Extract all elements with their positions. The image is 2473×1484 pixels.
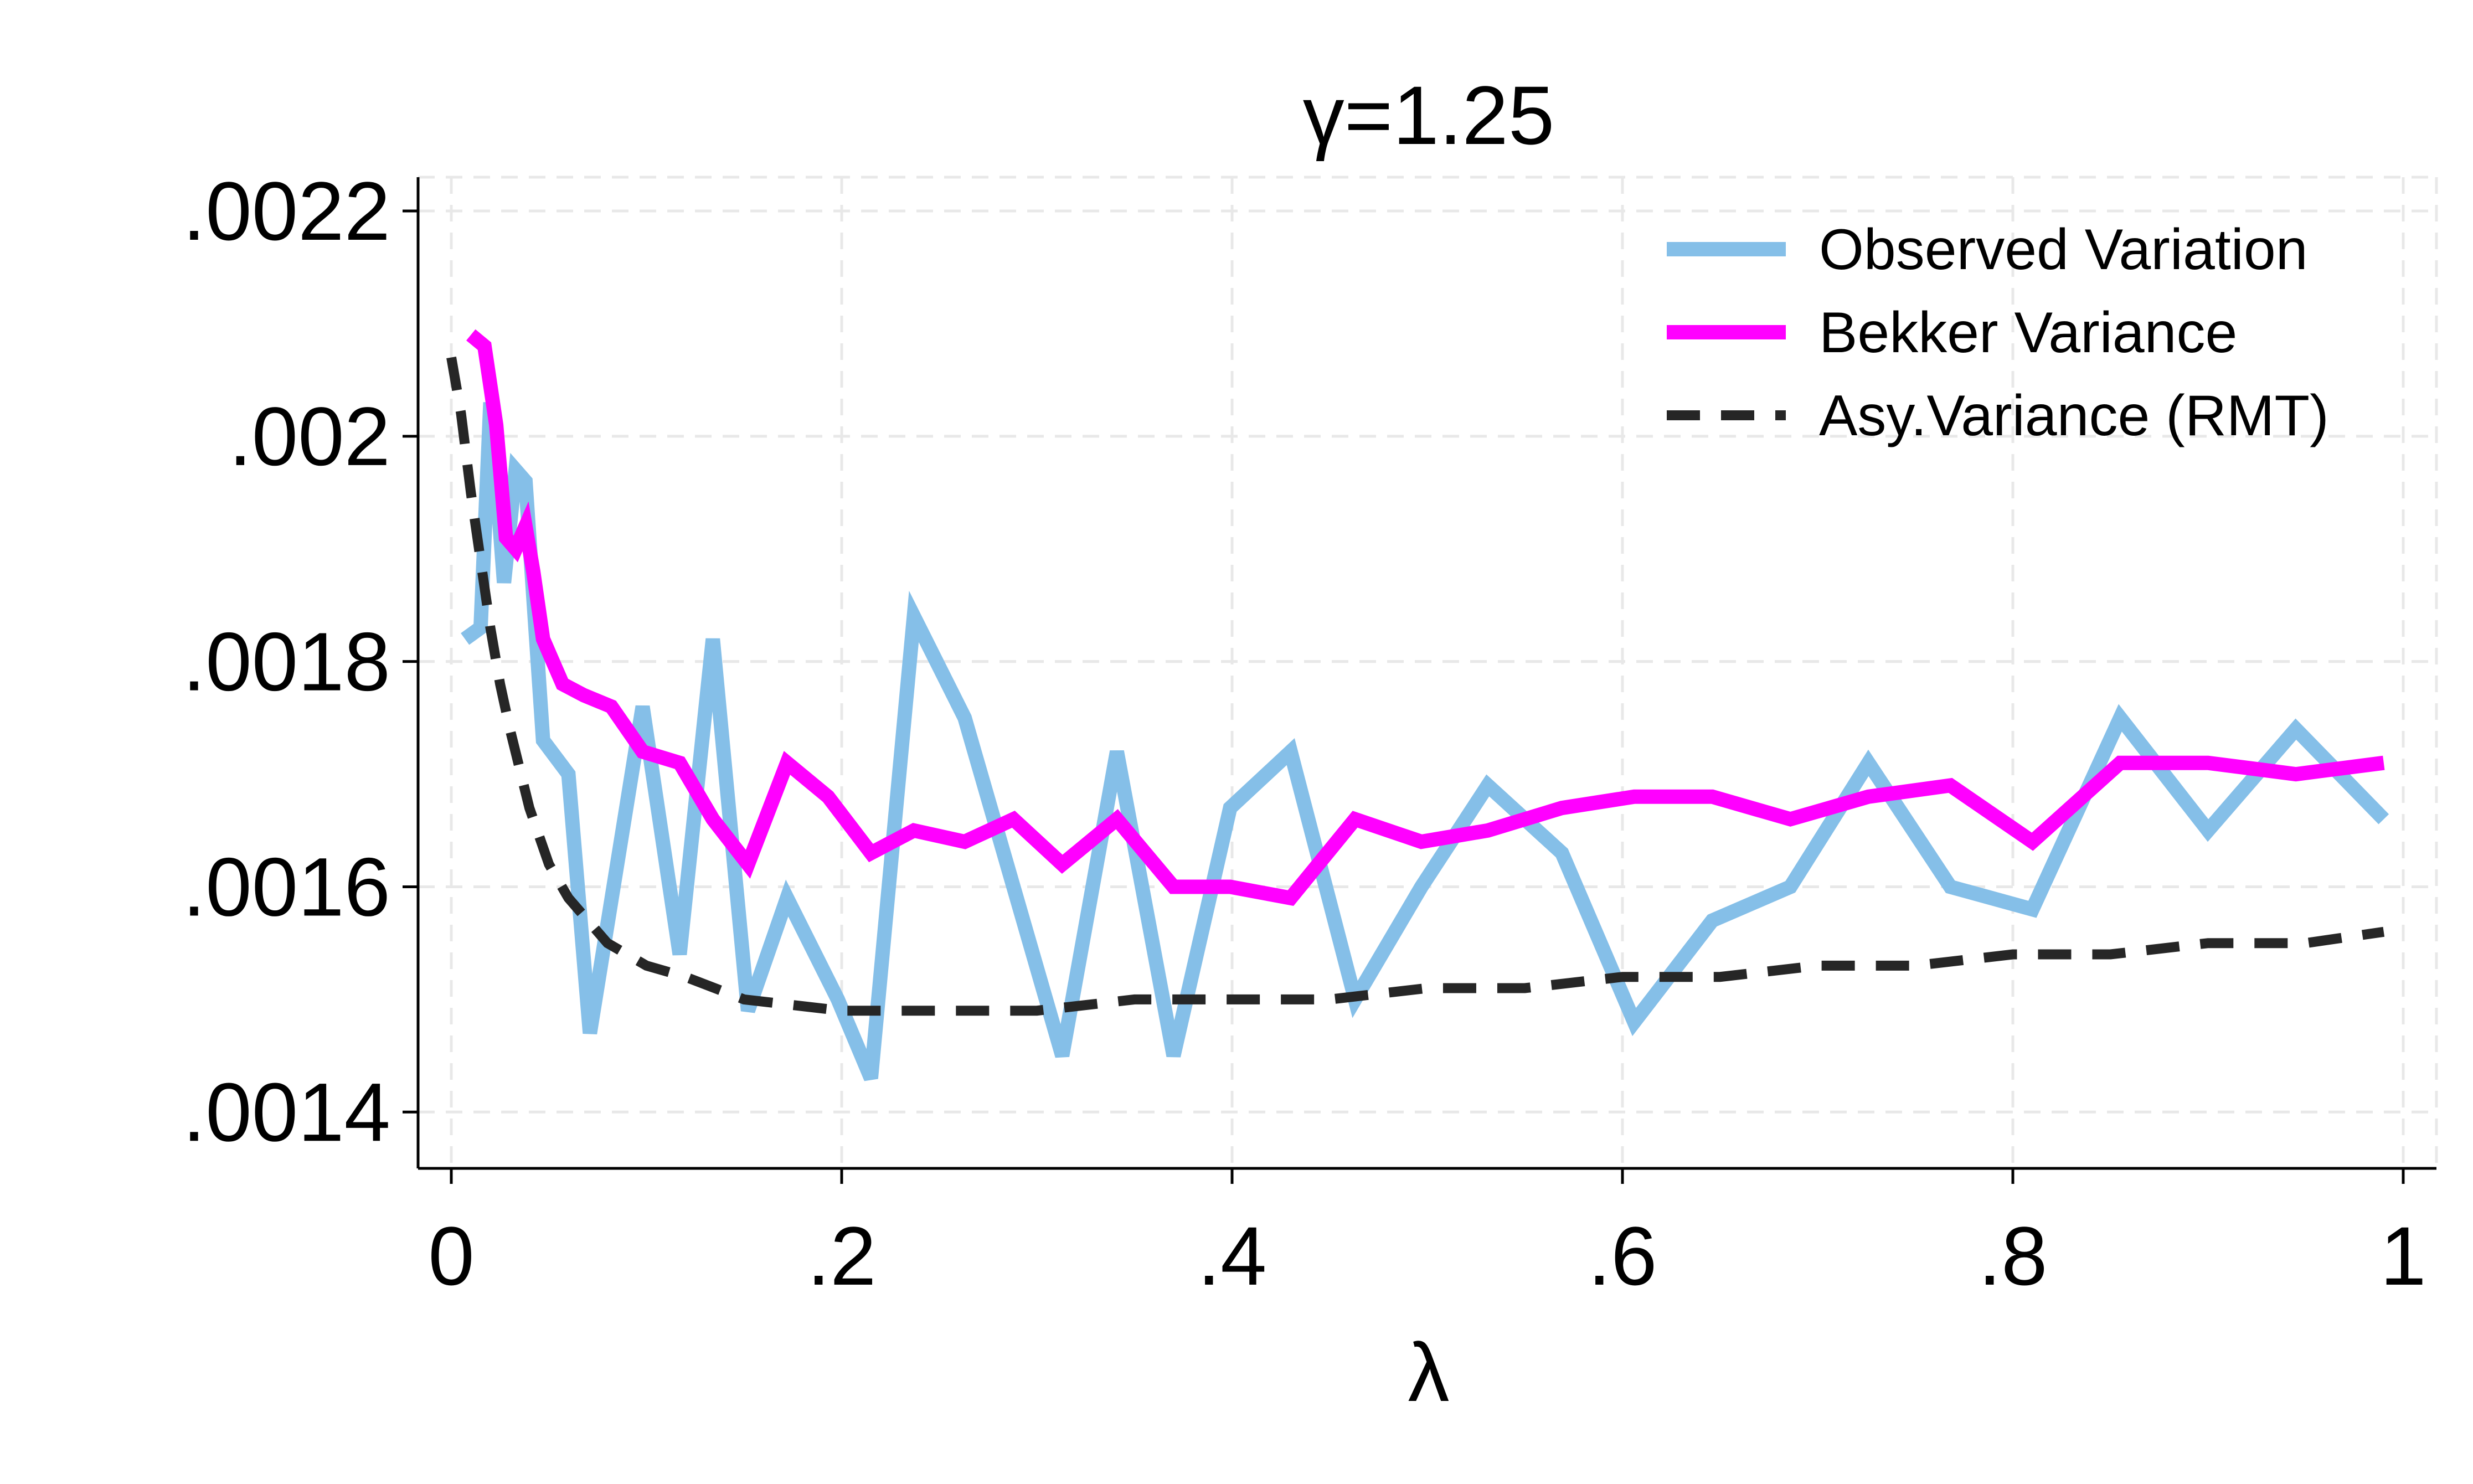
x-tick-label: 0 [428, 1209, 474, 1302]
x-axis-label: λ [1408, 1326, 1450, 1419]
series-line-asy-variance-rmt [446, 356, 2385, 1016]
series-line-observed-variation [461, 401, 2389, 1081]
x-tick-label: 1 [2380, 1209, 2426, 1302]
legend: Observed Variation Bekker Variance Asy.Var… [1667, 218, 2329, 448]
y-tick-label: .0014 [183, 1065, 390, 1158]
y-tick-label: .0022 [183, 164, 390, 257]
legend-label: Observed Variation [1819, 218, 2308, 282]
series-line-bekker-variance [466, 329, 2385, 906]
chart-title: γ=1.25 [1303, 69, 1555, 162]
x-tick-label: .8 [1978, 1209, 2047, 1302]
axes: .0014 .0016 .0018 .002 .0022 0 .2 .4 .6 .8 1 [183, 164, 2436, 1302]
y-tick-label: .0018 [183, 615, 390, 708]
legend-label: Bekker Variance [1819, 301, 2237, 365]
y-tick-label: .0016 [183, 840, 390, 933]
x-tick-label: .4 [1197, 1209, 1266, 1302]
x-tick-label: .6 [1588, 1209, 1657, 1302]
series-lines [446, 329, 2389, 1081]
x-tick-label: .2 [807, 1209, 876, 1302]
legend-label: Asy.Variance (RMT) [1819, 384, 2329, 448]
y-tick-label: .002 [229, 390, 390, 483]
